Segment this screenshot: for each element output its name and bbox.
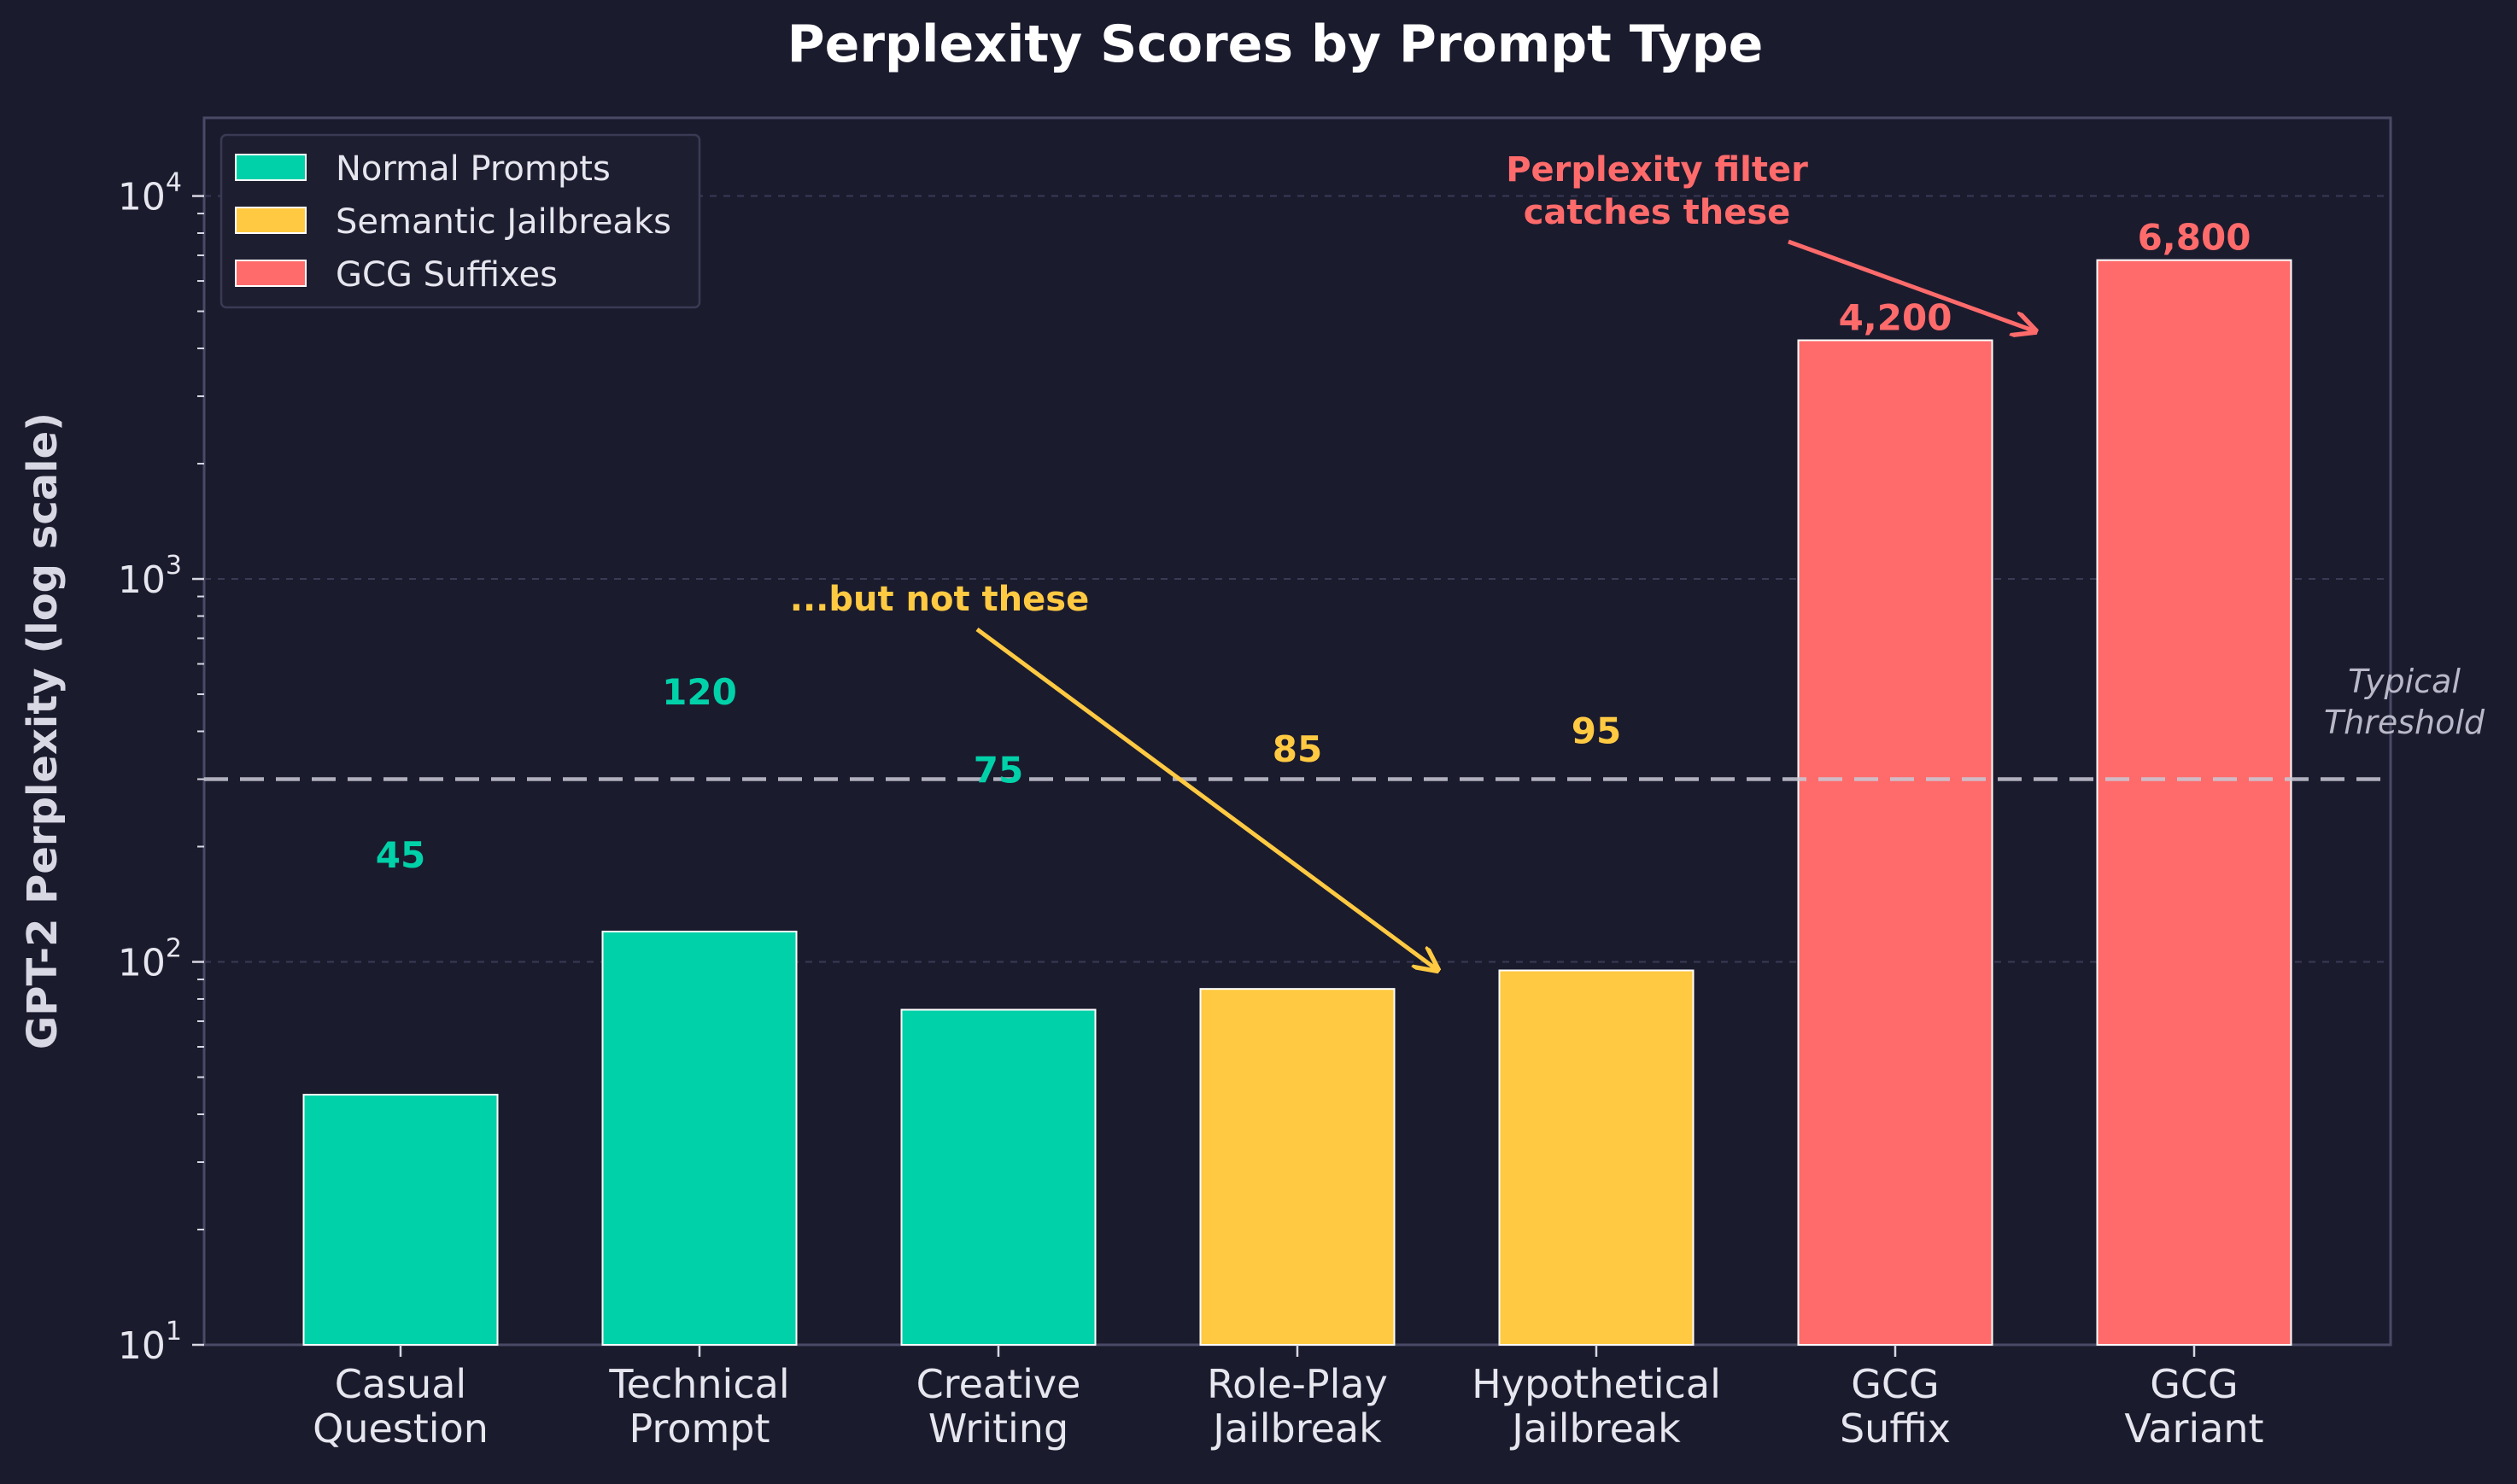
x-tick-label-5: GCG Suffix (1840, 1361, 1951, 1452)
bars (302, 259, 2292, 1347)
bar-5 (1797, 339, 1993, 1346)
y-axis-label: GPT-2 Perplexity (log scale) (19, 412, 67, 1049)
y-axis: 101 102 103 104 (118, 168, 204, 1368)
x-tick-label-6: GCG Variant (2124, 1361, 2263, 1452)
x-tick-label-0: Casual Question (313, 1361, 489, 1452)
value-label-4: 95 (1572, 710, 1621, 751)
bar-3 (1199, 988, 1396, 1346)
bar-1 (601, 931, 798, 1346)
legend[interactable]: Normal Prompts Semantic Jailbreaks GCG Suf… (220, 133, 701, 309)
bar-4 (1498, 969, 1695, 1346)
value-label-2: 75 (974, 749, 1023, 791)
x-axis: Casual Question Technical Prompt Creative Wri… (313, 1345, 2264, 1452)
annotations: Perplexity filter catches these ...but not… (790, 150, 2035, 970)
y-tick-label: 104 (118, 168, 182, 219)
x-tick-label-4: Hypothetical Jailbreak (1472, 1361, 1721, 1452)
value-label-3: 85 (1273, 728, 1322, 770)
annotation-arrow-yellow (975, 627, 1437, 970)
y-tick-label: 103 (118, 551, 182, 602)
legend-label-0: Normal Prompts (336, 149, 611, 189)
y-tick-label: 101 (118, 1317, 182, 1368)
bar-2 (900, 1008, 1097, 1346)
legend-swatch-0 (235, 154, 307, 181)
y-tick-label: 102 (118, 934, 182, 985)
bar-6 (2096, 259, 2292, 1347)
annotation-arrow-red (1788, 239, 2035, 331)
legend-swatch-1 (235, 207, 307, 234)
value-label-5: 4,200 (1839, 297, 1952, 339)
x-tick-label-2: Creative Writing (916, 1361, 1081, 1452)
chart-title: Perplexity Scores by Prompt Type (787, 15, 1764, 74)
bar-0 (302, 1094, 499, 1346)
legend-swatch-2 (235, 260, 307, 287)
value-label-6: 6,800 (2138, 217, 2251, 259)
annotation-not-these: ...but not these (790, 580, 1089, 619)
x-tick-label-1: Technical Prompt (608, 1361, 789, 1452)
legend-label-1: Semantic Jailbreaks (336, 202, 671, 242)
threshold: Typical Threshold (204, 663, 2485, 781)
annotation-filter: Perplexity filter catches these (1506, 150, 1808, 232)
value-labels: 45 120 75 85 95 4,200 6,800 (376, 217, 2251, 876)
x-tick-label-3: Role-Play Jailbreak (1207, 1361, 1388, 1452)
gridlines (204, 195, 2391, 963)
threshold-label: Typical Threshold (2324, 663, 2485, 741)
value-label-1: 120 (662, 671, 737, 713)
legend-label-2: GCG Suffixes (336, 255, 558, 295)
legend-box (220, 133, 701, 309)
value-label-0: 45 (376, 834, 425, 876)
